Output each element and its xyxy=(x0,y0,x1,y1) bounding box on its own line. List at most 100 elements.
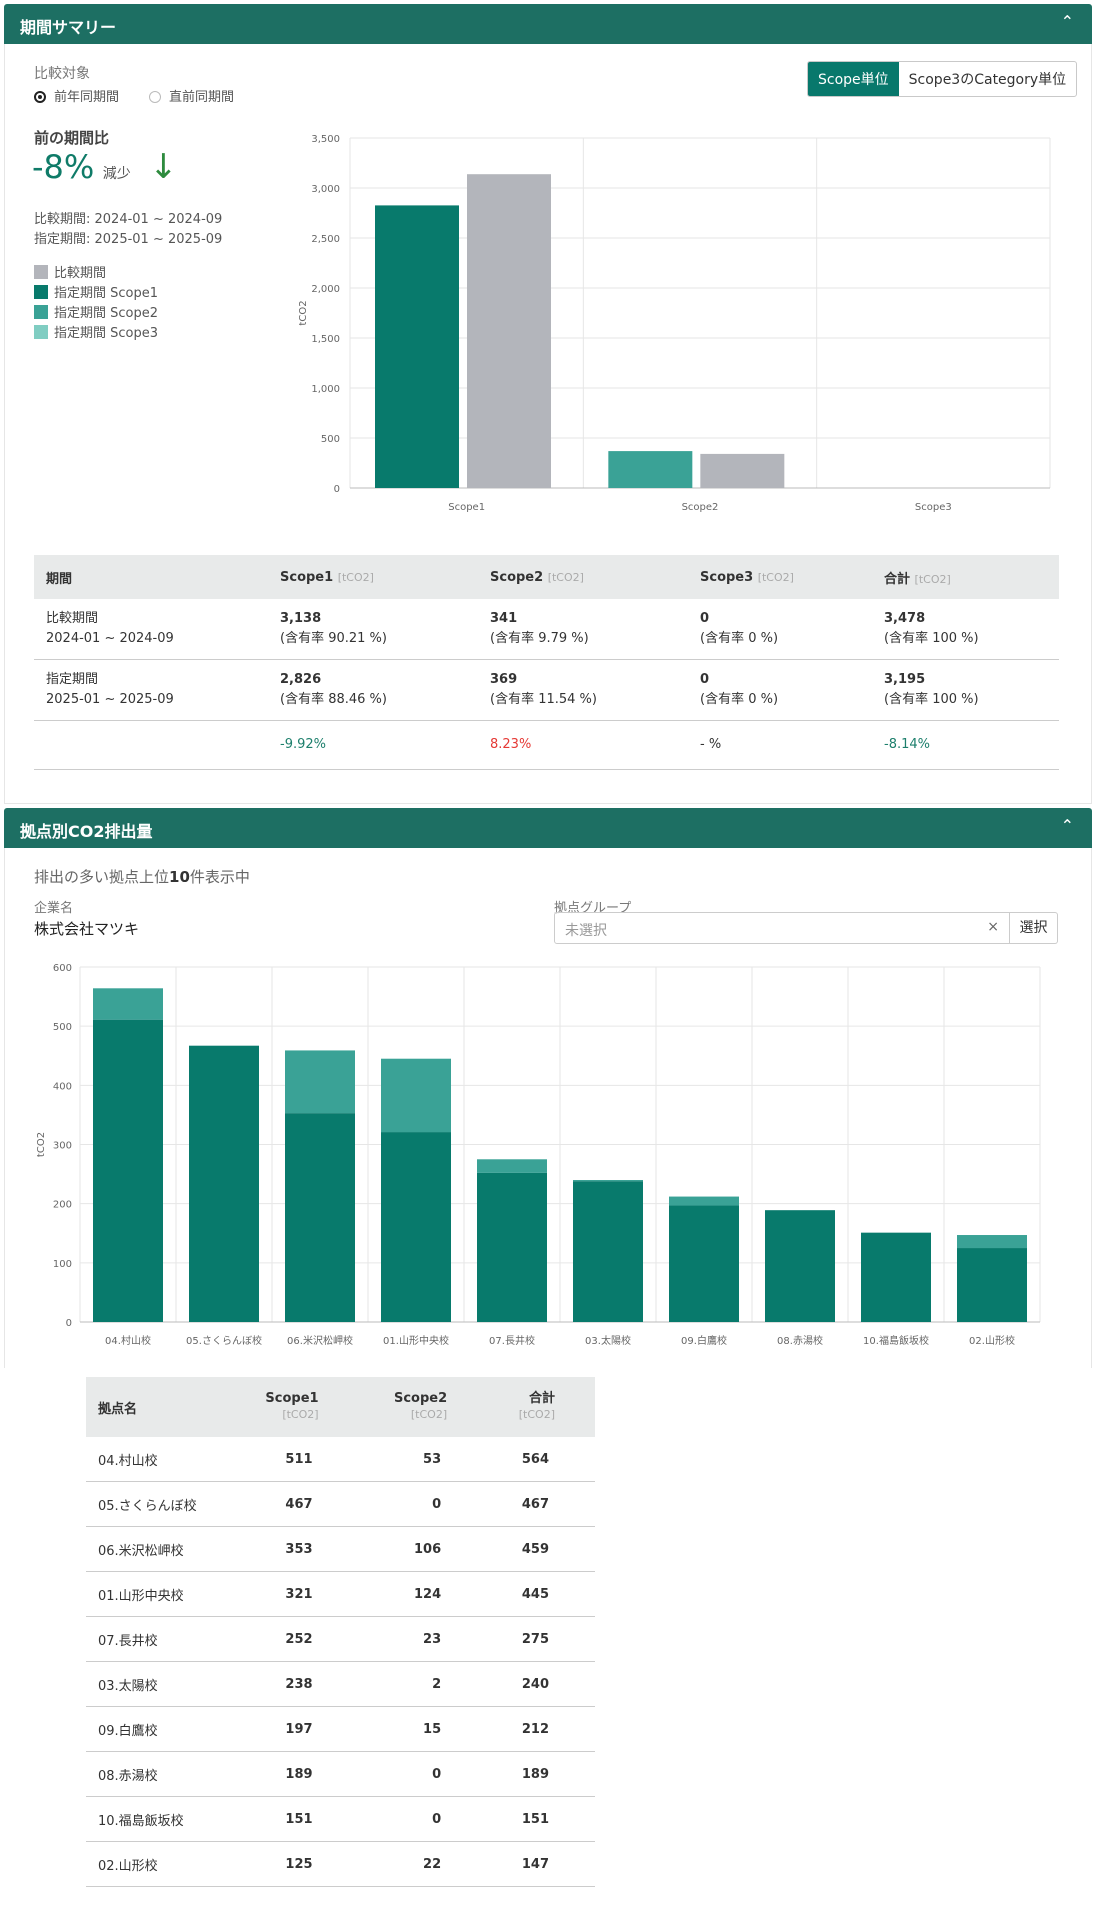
top-note: 排出の多い拠点上位10件表示中 xyxy=(34,868,250,886)
site-scope2: 0 xyxy=(358,1481,488,1527)
y-tick-label: 200 xyxy=(53,1200,72,1211)
x-tick-label: 03.太陽校 xyxy=(585,1334,631,1347)
site-scope1: 197 xyxy=(230,1706,359,1752)
site-total: 445 xyxy=(487,1571,595,1617)
th-site-name: 拠点名 xyxy=(86,1377,230,1437)
site-total: 147 xyxy=(487,1841,595,1887)
sites-header[interactable]: 拠点別CO2排出量 ⌃ xyxy=(4,808,1092,848)
diff-total: -8.14% xyxy=(872,720,1059,770)
site-scope1: 189 xyxy=(230,1751,359,1797)
diff-row: -9.92% 8.23% - % -8.14% xyxy=(34,720,1059,770)
scope-bar-chart: 0 500 1,000 1,500 2,000 2,500 3,000 3,500 tCO2 Sc… xyxy=(298,134,1051,513)
legend-swatch xyxy=(34,285,48,299)
table-row: 03.太陽校 238 2 240 xyxy=(86,1661,595,1707)
x-tick-label: Scope3 xyxy=(915,502,952,513)
bar-scope1-segment xyxy=(957,1248,1027,1322)
site-name: 04.村山校 xyxy=(86,1437,230,1482)
radio-prev-year-label: 前年同期間 xyxy=(54,90,120,105)
th-scope1: Scope1 [tCO2] xyxy=(268,555,478,599)
table-row: 指定期間 2025-01 ~ 2025-09 2,826 (含有率 88.46 %)… xyxy=(34,659,1059,721)
th-total: 合計 [tCO2] xyxy=(487,1377,595,1437)
site-total: 564 xyxy=(487,1437,595,1482)
site-total: 275 xyxy=(487,1616,595,1662)
site-scope2: 15 xyxy=(358,1706,488,1752)
table-row: 08.赤湯校 189 0 189 xyxy=(86,1751,595,1797)
site-scope1: 252 xyxy=(230,1616,359,1662)
radio-checked-icon[interactable] xyxy=(34,91,46,103)
x-tick-label: 01.山形中央校 xyxy=(383,1334,449,1347)
site-scope1: 353 xyxy=(230,1526,359,1572)
bar-scope2-segment xyxy=(381,1058,451,1133)
ratio-block: -8% 減少 ↓ xyxy=(32,147,178,187)
select-button[interactable]: 選択 xyxy=(1010,912,1058,944)
site-name: 01.山形中央校 xyxy=(86,1571,230,1617)
bar-scope2-segment xyxy=(93,988,163,1020)
arrow-down-icon: ↓ xyxy=(149,147,178,187)
y-tick-label: 500 xyxy=(53,1022,72,1033)
toggle-category-button[interactable]: Scope3のCategory単位 xyxy=(908,72,1067,88)
site-scope2: 106 xyxy=(358,1526,488,1572)
x-tick-label: 02.山形校 xyxy=(969,1334,1015,1347)
bar-scope1-segment xyxy=(765,1210,835,1322)
site-scope1: 125 xyxy=(230,1841,359,1887)
y-axis-label: tCO2 xyxy=(298,300,309,325)
x-tick-label: 04.村山校 xyxy=(105,1334,151,1347)
bar-scope1-segment xyxy=(189,1045,259,1322)
summary-header[interactable]: 期間サマリー ⌃ xyxy=(4,4,1092,44)
x-tick-label: 07.長井校 xyxy=(489,1334,535,1347)
site-total: 212 xyxy=(487,1706,595,1752)
site-scope1: 321 xyxy=(230,1571,359,1617)
y-tick-label: 2,000 xyxy=(311,284,340,295)
chevron-up-icon[interactable]: ⌃ xyxy=(1060,12,1074,31)
th-scope3: Scope3 [tCO2] xyxy=(688,555,872,599)
chevron-up-icon[interactable]: ⌃ xyxy=(1060,816,1074,835)
bar-target-scope2 xyxy=(608,451,693,488)
table-row: 比較期間 2024-01 ~ 2024-09 3,138 (含有率 90.21 %)… xyxy=(34,599,1059,660)
x-tick-label: 05.さくらんぼ校 xyxy=(186,1334,262,1347)
radio-prev-period[interactable]: 直前同期間 xyxy=(149,86,234,105)
table-row: 02.山形校 125 22 147 xyxy=(86,1841,595,1887)
y-tick-label: 500 xyxy=(321,434,340,445)
bar-scope2-segment xyxy=(285,1050,355,1114)
site-scope2: 53 xyxy=(358,1437,488,1482)
site-scope1: 238 xyxy=(230,1661,359,1707)
bar-scope2-segment xyxy=(477,1159,547,1173)
toggle-scope-button[interactable]: Scope単位 xyxy=(808,62,899,96)
site-name: 02.山形校 xyxy=(86,1841,230,1887)
radio-prev-period-label: 直前同期間 xyxy=(169,90,235,105)
legend-swatch xyxy=(34,325,48,339)
bar-scope2-segment xyxy=(957,1235,1027,1249)
chart-legend: 比較期間 指定期間 Scope1 指定期間 Scope2 指定期間 Scope3 xyxy=(34,262,158,342)
sites-table: 拠点名 Scope1 [tCO2] Scope2 [tCO2] 合計 [tCO2] 0… xyxy=(86,1377,595,1887)
clear-icon[interactable]: × xyxy=(987,919,999,935)
site-scope1: 511 xyxy=(230,1437,359,1482)
radio-unchecked-icon[interactable] xyxy=(149,91,161,103)
bar-scope1-segment xyxy=(477,1172,547,1322)
site-scope1: 467 xyxy=(230,1481,359,1527)
site-name: 09.白鷹校 xyxy=(86,1706,230,1752)
site-total: 151 xyxy=(487,1796,595,1842)
legend-item: 指定期間 Scope3 xyxy=(34,322,158,342)
th-period: 期間 xyxy=(34,555,268,599)
site-total: 189 xyxy=(487,1751,595,1797)
legend-item: 指定期間 Scope1 xyxy=(34,282,158,302)
table-row: 06.米沢松岬校 353 106 459 xyxy=(86,1526,595,1572)
y-tick-label: 0 xyxy=(66,1318,72,1329)
x-tick-label: Scope2 xyxy=(682,502,719,513)
unit-toggle: Scope単位 Scope3のCategory単位 xyxy=(807,61,1078,97)
th-scope2: Scope2 [tCO2] xyxy=(478,555,688,599)
radio-prev-year[interactable]: 前年同期間 xyxy=(34,86,119,105)
group-select-input[interactable]: 未選択 × xyxy=(554,912,1010,944)
x-tick-label: 09.白鷹校 xyxy=(681,1334,727,1347)
x-tick-label: Scope1 xyxy=(448,502,485,513)
site-stacked-bar-chart: 0 100 200 300 400 500 600 tCO2 04.村山校 05.さくらんぼ校 06… xyxy=(36,963,1041,1347)
y-tick-label: 1,000 xyxy=(311,384,340,395)
diff-scope3: - % xyxy=(688,720,872,770)
site-total: 459 xyxy=(487,1526,595,1572)
bar-target-scope1 xyxy=(375,205,459,488)
legend-swatch xyxy=(34,265,48,279)
site-scope2: 22 xyxy=(358,1841,488,1887)
site-scope2: 124 xyxy=(358,1571,488,1617)
table-header-row: 拠点名 Scope1 [tCO2] Scope2 [tCO2] 合計 [tCO2] xyxy=(86,1377,595,1437)
y-tick-label: 600 xyxy=(53,963,72,974)
